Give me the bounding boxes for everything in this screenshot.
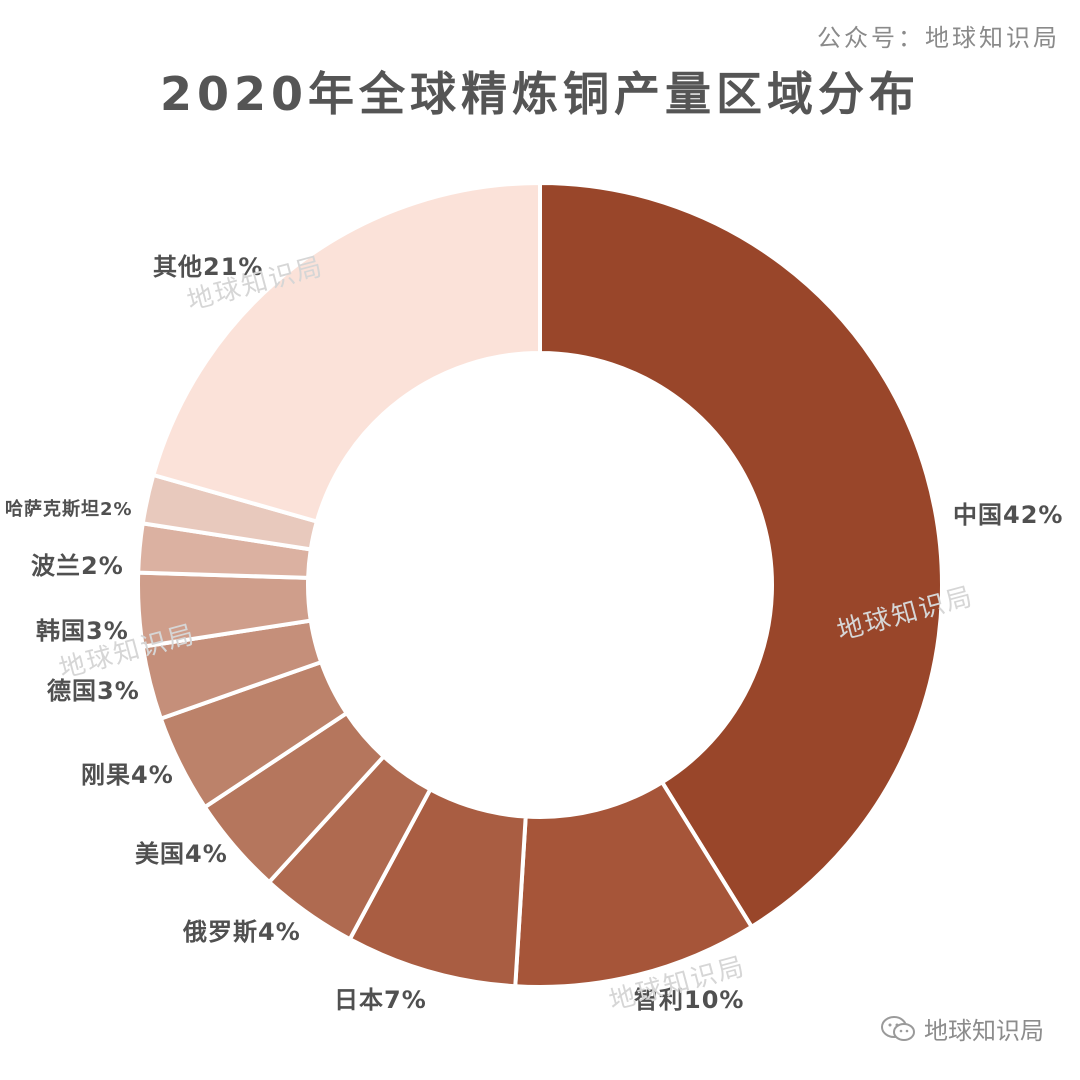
slice-label-10: 其他21% [153, 253, 263, 281]
slice-label-5: 刚果4% [81, 761, 174, 789]
slice-10 [150, 180, 542, 524]
brand-footer: 地球知识局 [880, 1011, 1044, 1046]
slice-label-2: 日本7% [334, 986, 427, 1014]
slice-label-4: 美国4% [135, 840, 228, 868]
slice-label-6: 德国3% [47, 677, 140, 705]
slice-label-1: 智利10% [634, 986, 744, 1014]
source-credit: 公众号：地球知识局 [817, 24, 1060, 52]
slice-label-9: 哈萨克斯坦2% [5, 498, 133, 520]
wechat-icon [881, 1015, 915, 1041]
slice-0 [538, 180, 944, 930]
slice-label-3: 俄罗斯4% [182, 918, 301, 946]
slice-label-7: 韩国3% [36, 617, 129, 645]
brand-label: 地球知识局 [924, 1017, 1044, 1045]
slice-labels: 中国42% 智利10% 日本7% 俄罗斯4% 美国4% 刚果4% 德国3% 韩国3% 波兰2% 哈… [5, 253, 1063, 1014]
donut-slices [136, 180, 944, 989]
chart-title: 2020年全球精炼铜产量区域分布 [159, 67, 921, 121]
slice-label-0: 中国42% [953, 501, 1063, 529]
slice-label-8: 波兰2% [31, 552, 124, 580]
